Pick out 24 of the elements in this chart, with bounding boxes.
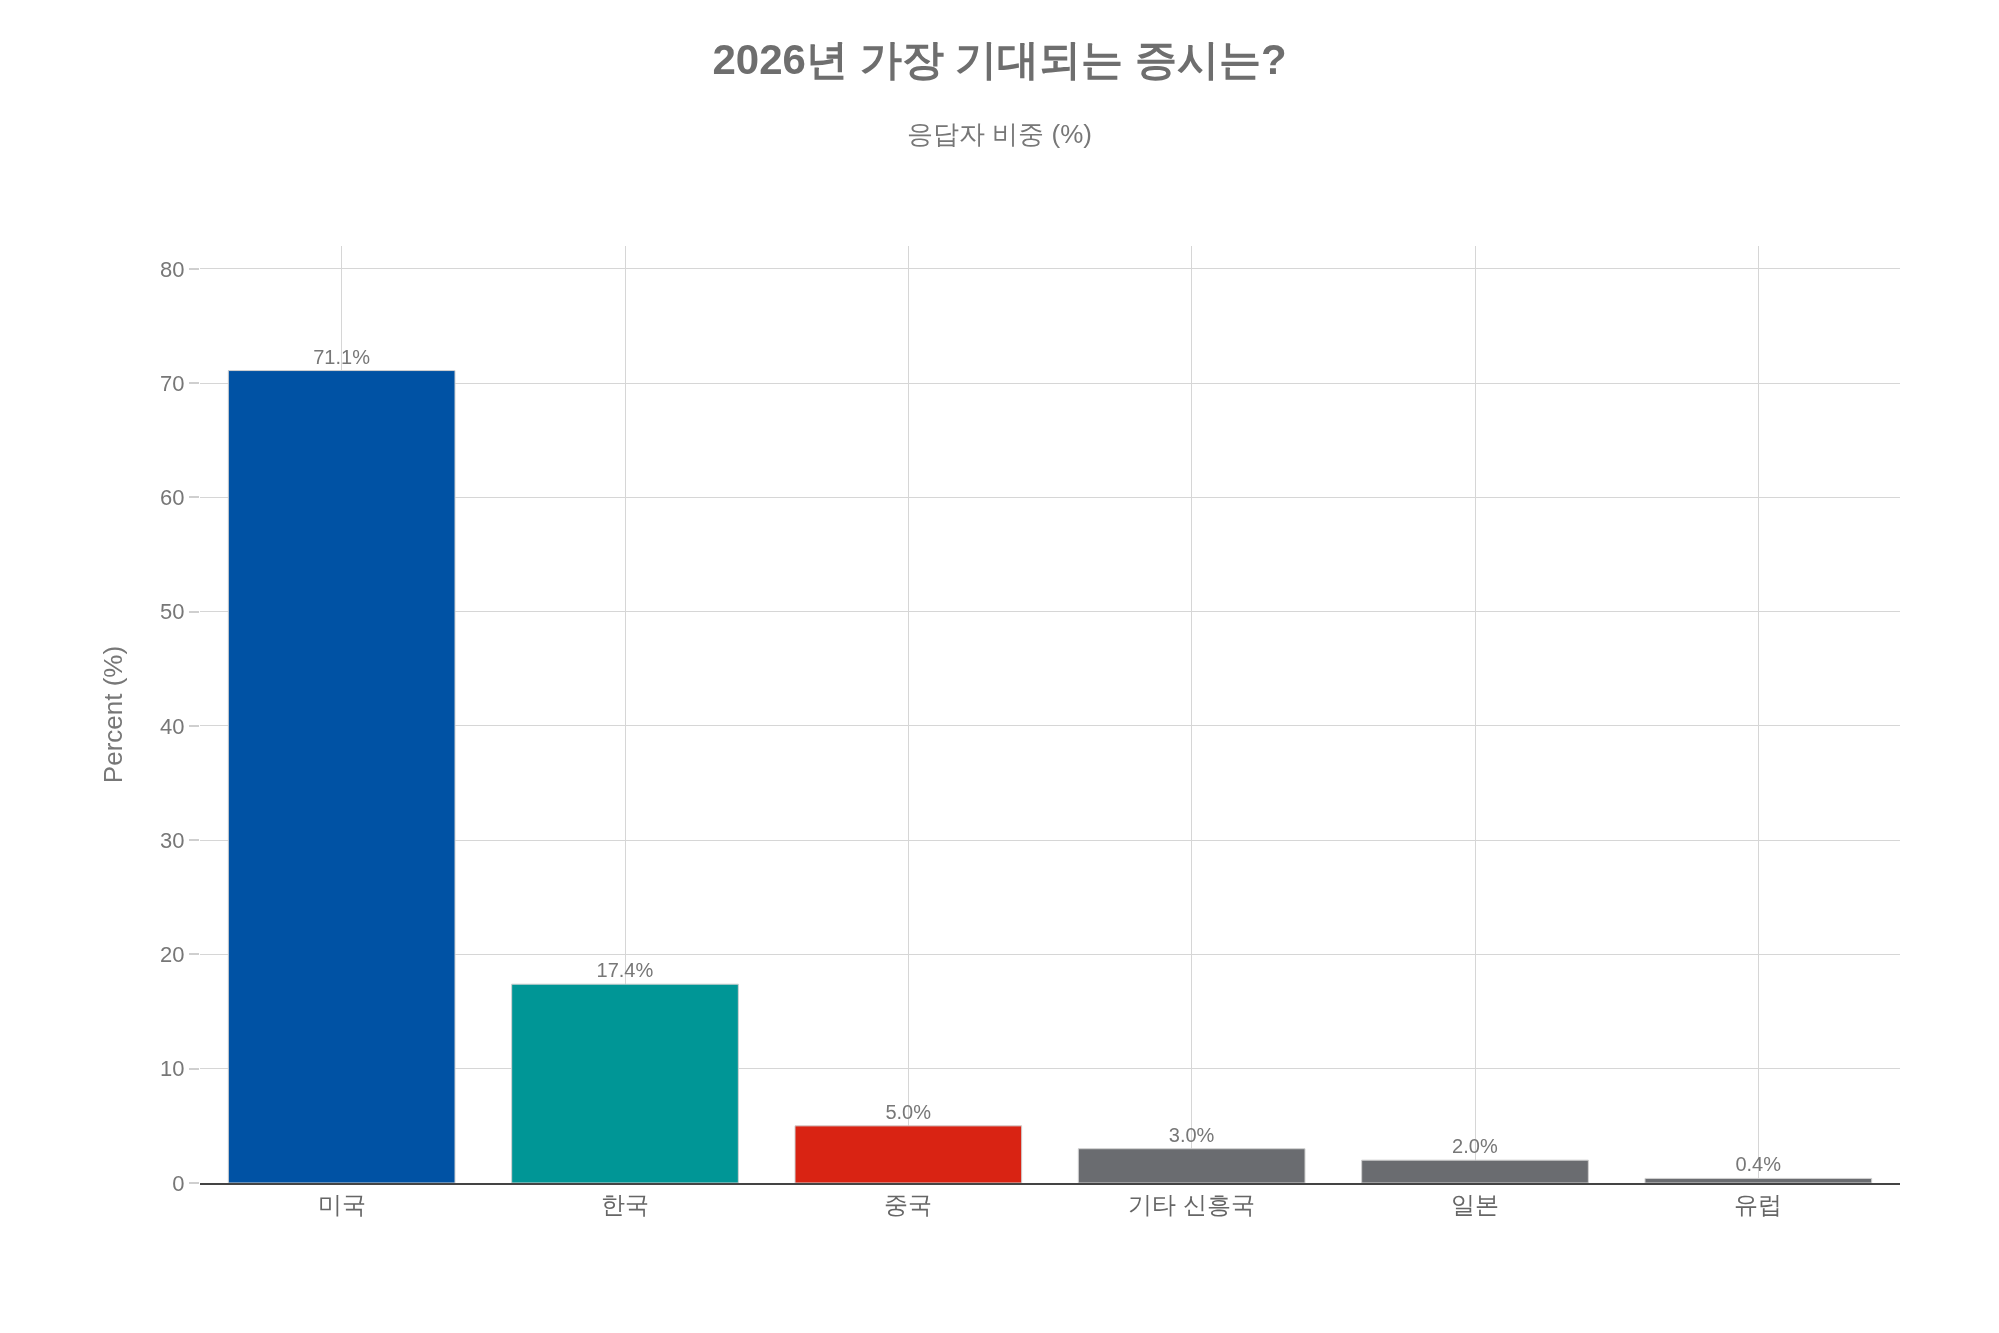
- data-label: 71.1%: [313, 345, 371, 368]
- x-tick-label: 미국: [317, 1191, 366, 1219]
- y-tick-label: 60: [160, 485, 185, 511]
- y-tick-label: 0: [172, 1170, 185, 1196]
- y-tick-label: 40: [160, 713, 185, 739]
- chart-title: 2026년 가장 기대되는 증시는?: [712, 36, 1287, 84]
- y-axis-title: Percent (%): [97, 645, 128, 784]
- data-label: 3.0%: [1168, 1123, 1215, 1146]
- y-tick-label: 70: [160, 370, 185, 396]
- x-tick-label: 한국: [601, 1191, 649, 1219]
- y-tick-label: 30: [160, 827, 185, 853]
- chart-subtitle: 응답자 비중 (%): [907, 119, 1092, 150]
- x-tick-label: 기타 신흥국: [1128, 1191, 1256, 1219]
- y-tick-label: 10: [160, 1056, 185, 1082]
- data-label: 5.0%: [885, 1100, 932, 1123]
- x-tick-label: 유럽: [1734, 1191, 1783, 1219]
- y-tick-label: 20: [160, 942, 185, 968]
- y-tick-label: 50: [160, 599, 185, 625]
- x-tick-label: 일본: [1451, 1191, 1499, 1219]
- y-tick-label: 80: [160, 256, 185, 282]
- x-tick-label: 중국: [884, 1191, 933, 1219]
- data-label: 17.4%: [596, 959, 654, 982]
- data-label: 0.4%: [1735, 1153, 1782, 1176]
- data-label: 2.0%: [1452, 1135, 1498, 1158]
